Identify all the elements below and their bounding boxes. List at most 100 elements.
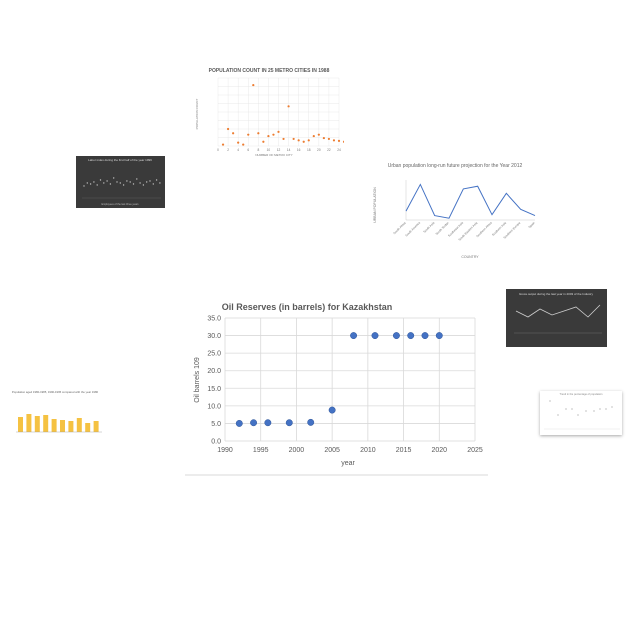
thumb-bar <box>26 414 32 432</box>
thumb-dark-scatter-title: Labor index during the first half of the… <box>88 158 152 162</box>
thumb-point <box>585 410 587 412</box>
thumb-point <box>149 180 151 182</box>
y-tick-label: 0.0 <box>211 439 221 446</box>
thumb-population-metro-ylabel: POPULATION COUNT <box>195 99 199 130</box>
thumb-point <box>142 184 145 186</box>
thumb-point <box>103 182 105 184</box>
data-point <box>264 419 272 427</box>
thumb-population-metro-xlabel: NUMBER OF METRO CITY <box>255 153 292 157</box>
thumb-yellow-bar: Population aged 1980-1985, 1990-1995 com… <box>6 388 104 450</box>
thumb-urban-population-svg: Urban population long-run future project… <box>373 163 536 259</box>
data-point <box>350 332 358 340</box>
thumb-point <box>93 181 95 183</box>
thumb-point <box>282 137 285 141</box>
thumb-point <box>571 408 573 410</box>
data-point <box>307 418 315 426</box>
thumb-x-tick: 22 <box>327 148 331 152</box>
thumb-point <box>242 143 245 146</box>
thumb-point <box>119 182 121 184</box>
data-point <box>285 419 293 427</box>
thumb-population-metro-svg: POPULATION COUNT IN 25 METRO CITIES IN 1… <box>195 68 346 157</box>
thumb-bar <box>68 421 74 432</box>
thumb-point <box>146 181 148 183</box>
x-tick-label: 2000 <box>289 447 305 454</box>
thumb-point <box>342 140 346 143</box>
thumb-bar <box>85 423 91 432</box>
thumb-population-metro-points <box>221 83 346 146</box>
x-tick-label: 1990 <box>217 447 233 454</box>
data-point <box>392 332 400 340</box>
y-tick-label: 25.0 <box>207 351 221 358</box>
data-point <box>421 332 429 340</box>
thumb-x-tick: 2 <box>227 148 229 152</box>
thumb-urban-population-ylabel: URBAN POPULATION <box>373 187 377 223</box>
thumb-point <box>126 180 128 182</box>
thumb-x-tick: 10 <box>267 148 271 152</box>
thumb-right-scatter-title: Trend in the percentage of population <box>559 392 603 396</box>
data-point <box>235 419 243 427</box>
thumb-right-scatter-svg: Trend in the percentage of population <box>544 392 620 430</box>
thumb-x-tick: 6 <box>247 148 249 152</box>
thumb-point <box>312 134 315 138</box>
thumb-point <box>322 136 325 140</box>
thumb-x-tick: 24 <box>337 148 341 152</box>
y-tick-label: 15.0 <box>207 386 221 393</box>
thumb-population-metro-title: POPULATION COUNT IN 25 METRO CITIES IN 1… <box>209 68 330 74</box>
thumb-urban-population: Urban population long-run future project… <box>370 160 540 260</box>
data-point <box>371 332 379 340</box>
thumb-point <box>221 143 225 146</box>
data-point <box>250 419 258 427</box>
thumb-point <box>159 182 161 184</box>
thumb-x-tick: South Asia <box>422 221 435 234</box>
data-point <box>435 332 443 340</box>
thumb-point <box>86 182 88 184</box>
thumb-point <box>116 181 118 183</box>
thumb-x-tick: 8 <box>257 148 259 152</box>
thumb-point <box>593 410 595 412</box>
thumb-x-tick: South America <box>404 221 421 238</box>
thumb-point <box>267 134 270 138</box>
thumb-point <box>252 83 255 87</box>
thumb-x-tick: Spain <box>527 221 535 229</box>
thumb-population-metro-ticks: 0 2 4 6 8 10 12 14 16 18 20 22 24 <box>217 148 341 152</box>
thumb-bar <box>93 421 99 432</box>
thumb-point <box>317 133 320 136</box>
chart-title: Oil Reserves (in barrels) for Kazakhstan <box>222 302 393 312</box>
thumb-point <box>155 179 158 181</box>
main-chart-points <box>235 332 443 427</box>
thumb-point <box>332 139 336 142</box>
thumb-dark-line: Gross output during the last year in 200… <box>506 289 607 347</box>
thumb-point <box>557 414 559 416</box>
thumb-point <box>611 406 613 408</box>
thumb-population-metro-grid <box>217 77 340 147</box>
thumb-dark-scatter: Labor index during the first half of the… <box>76 156 165 208</box>
thumb-point <box>96 184 98 186</box>
y-tick-label: 30.0 <box>207 333 221 340</box>
thumb-series-line <box>405 183 536 219</box>
thumb-right-scatter-points <box>549 400 613 416</box>
y-tick-label: 10.0 <box>207 403 221 410</box>
thumb-right-scatter: Trend in the percentage of population <box>540 391 622 435</box>
thumb-point <box>83 185 85 187</box>
thumb-point <box>577 414 579 416</box>
y-tick-label: 5.0 <box>211 421 221 428</box>
thumb-yellow-bar-title: Population aged 1980-1985, 1990-1995 com… <box>12 390 99 394</box>
thumb-x-tick: 14 <box>287 148 291 152</box>
thumb-point <box>605 408 607 410</box>
x-axis-label: year <box>341 460 355 467</box>
thumb-bar <box>76 418 82 432</box>
thumb-point <box>122 184 125 186</box>
thumb-point <box>132 183 135 185</box>
thumb-x-tick: 18 <box>307 148 311 152</box>
data-point <box>328 406 336 414</box>
thumb-x-tick: Southern Africa <box>475 221 493 239</box>
thumb-point <box>106 180 108 182</box>
thumb-dark-scatter-xlabel: Employees of the last three years <box>101 203 139 206</box>
thumb-point <box>89 183 92 185</box>
thumb-point <box>109 183 112 185</box>
thumb-x-tick: 0 <box>217 148 219 152</box>
x-tick-label: 2015 <box>396 447 412 454</box>
thumb-point <box>565 408 567 410</box>
y-tick-label: 20.0 <box>207 368 221 375</box>
thumb-point <box>99 179 102 181</box>
